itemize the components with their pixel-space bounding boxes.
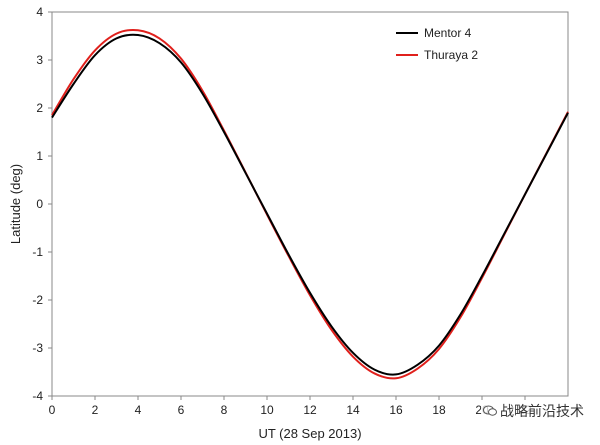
y-tick-label: 1 (36, 149, 43, 163)
watermark: 战略前沿技术 (481, 401, 586, 421)
y-tick-label: 3 (36, 53, 43, 67)
x-tick-label: 8 (221, 403, 228, 417)
x-axis-ticks: 0246810121416182022 (49, 396, 532, 417)
legend: Mentor 4 Thuraya 2 (396, 26, 478, 62)
x-tick-label: 12 (303, 403, 317, 417)
x-tick-label: 2 (92, 403, 99, 417)
legend-label-mentor-4: Mentor 4 (424, 26, 472, 40)
series-layer (51, 28, 569, 380)
x-axis-title: UT (28 Sep 2013) (258, 426, 361, 441)
y-tick-label: 2 (36, 101, 43, 115)
y-axis-title: Latitude (deg) (8, 164, 23, 244)
y-tick-label: -4 (32, 389, 43, 403)
y-tick-label: 0 (36, 197, 43, 211)
x-tick-label: 18 (432, 403, 446, 417)
y-tick-label: -3 (32, 341, 43, 355)
plot-frame (51, 11, 569, 397)
x-tick-label: 4 (135, 403, 142, 417)
y-tick-label: 4 (36, 5, 43, 19)
x-tick-label: 16 (389, 403, 403, 417)
x-tick-label: 14 (346, 403, 360, 417)
chat-bubble-icon (483, 405, 497, 416)
watermark-text: 战略前沿技术 (500, 404, 584, 420)
legend-label-thuraya-2: Thuraya 2 (424, 48, 478, 62)
x-tick-label: 6 (178, 403, 185, 417)
x-tick-label: 10 (260, 403, 274, 417)
y-tick-label: -2 (32, 293, 43, 307)
y-axis-ticks: -4 -3 -2 -1 0 1 2 3 4 (32, 5, 52, 403)
series-line-thuraya-2 (51, 28, 569, 380)
x-tick-label: 0 (49, 403, 56, 417)
series-line-mentor-4 (51, 33, 569, 376)
y-tick-label: -1 (32, 245, 43, 259)
